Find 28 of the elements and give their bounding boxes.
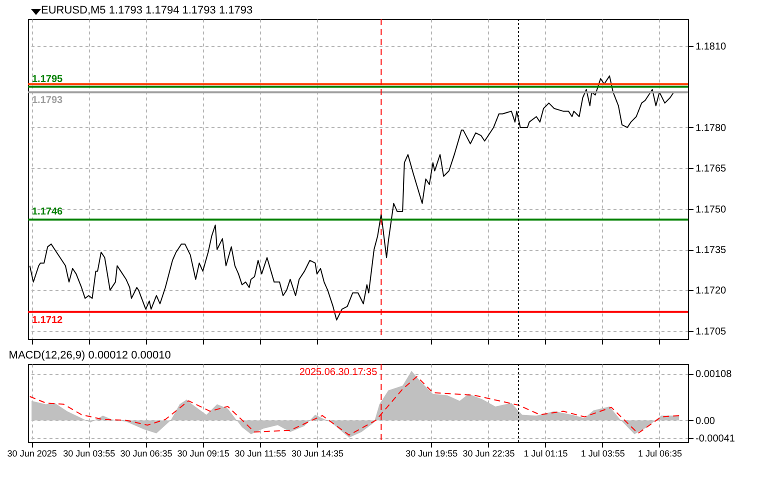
x-tick-label: 1 Jul 06:35 [638,448,682,458]
y-tick-label: 1.1780 [696,122,727,134]
chart-title: MACD(12,26,9) 0.00012 0.00010 [8,350,171,362]
x-tick-label: 1 Jul 03:55 [580,448,625,458]
ref-line-label: 2025.06.30 17:35 [299,367,378,378]
x-tick-label: 30 Jun 19:55 [406,448,458,458]
x-tick-label: 1 Jul 01:15 [524,448,568,458]
x-tick-label: 30 Jun 09:15 [177,448,230,458]
x-tick-label: 30 Jun 03:55 [63,448,116,458]
ref-line-label: 1.1746 [32,206,64,218]
y-tick-label: 0.00 [696,416,716,427]
y-tick-label: 1.1705 [696,326,727,338]
y-tick-label: 1.1750 [696,204,727,216]
y-tick-label: 1.1810 [696,42,727,53]
x-tick-label: 30 Jun 11:55 [234,448,286,458]
y-tick-label: -0.00041 [696,434,736,445]
y-tick-label: 1.1720 [696,286,727,297]
y-tick-label: 1.1765 [696,164,727,175]
x-tick-label: 30 Jun 22:35 [462,448,515,458]
y-tick-label: 0.00108 [696,369,732,380]
ref-line-label: 1.1793 [32,95,64,106]
ref-line-label: 1.1795 [32,74,64,85]
x-tick-label: 30 Jun 06:35 [120,448,172,458]
ref-line-label: 1.1712 [32,314,64,326]
x-tick-label: 30 Jun 14:35 [291,448,344,458]
chart-title: EURUSD,M5 1.1793 1.1794 1.1793 1.1793 [41,4,253,16]
y-tick-label: 1.1735 [696,245,727,256]
x-tick-label: 30 Jun 2025 [7,448,57,458]
